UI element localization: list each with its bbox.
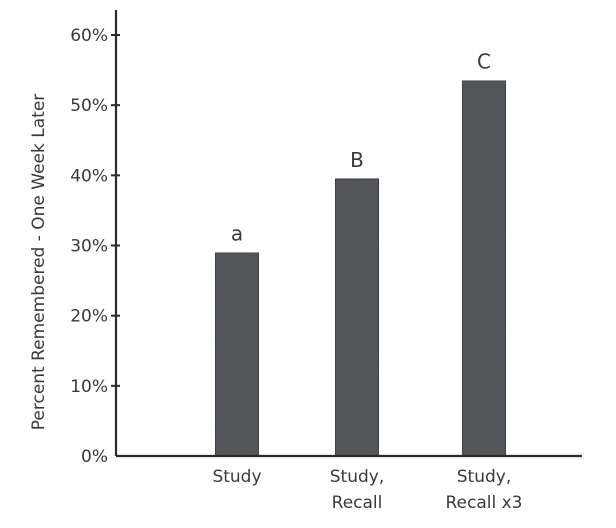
bar-letters-group: a B C: [231, 50, 491, 246]
bar-letter-label: a: [231, 222, 243, 246]
category-label: Recall x3: [446, 493, 523, 513]
bar: [214, 251, 260, 457]
category-label: Study,: [330, 467, 385, 487]
y-tick-label: 0%: [81, 447, 108, 467]
y-tick-label: 40%: [70, 166, 108, 186]
y-tick-label: 60%: [70, 26, 108, 46]
y-axis-ticks: 0% 10% 20% 30% 40% 50% 60%: [70, 26, 120, 467]
y-tick-label: 20%: [70, 307, 108, 327]
bar: [334, 178, 380, 457]
bars-group: [214, 79, 507, 457]
y-tick-label: 50%: [70, 96, 108, 116]
y-tick-label: 10%: [70, 377, 108, 397]
bar-letter-label: B: [350, 148, 364, 172]
category-label: Study: [212, 467, 261, 487]
category-labels-group: Study Study, Recall Study, Recall x3: [212, 467, 522, 513]
y-axis-title: Percent Remembered - One Week Later: [29, 94, 49, 431]
bar-letter-label: C: [477, 50, 491, 74]
category-label: Recall: [332, 493, 383, 513]
category-label: Study,: [457, 467, 512, 487]
y-tick-label: 30%: [70, 237, 108, 257]
bar: [461, 79, 507, 457]
